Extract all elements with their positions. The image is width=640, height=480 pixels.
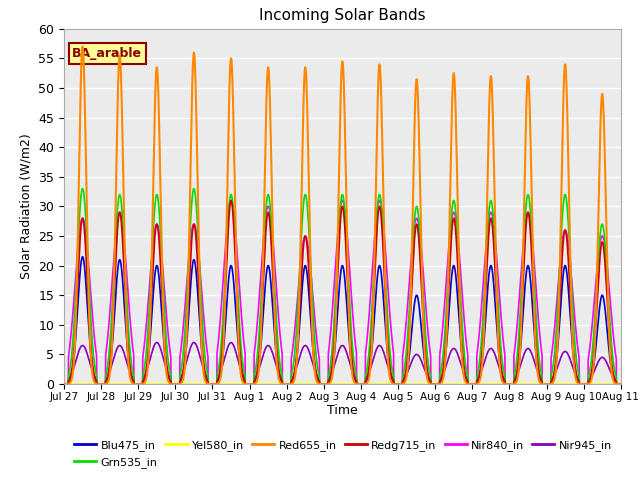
Redg715_in (119, 246, 127, 252)
Nir945_in (329, 368, 337, 373)
Line: Nir945_in: Nir945_in (64, 343, 621, 384)
Nir840_in (247, 381, 255, 387)
Line: Blu475_in: Blu475_in (64, 257, 621, 384)
Nir945_in (247, 381, 255, 387)
Yel580_in (617, 381, 625, 387)
Blu475_in (491, 292, 499, 298)
Grn535_in (127, 360, 135, 365)
Yel580_in (60, 381, 68, 387)
Nir945_in (127, 372, 135, 378)
Grn535_in (617, 381, 625, 387)
Nir945_in (153, 340, 161, 346)
Yel580_in (446, 381, 454, 387)
Yel580_in (119, 381, 127, 387)
Yel580_in (247, 381, 255, 387)
Redg715_in (247, 381, 255, 387)
Line: Redg715_in: Redg715_in (64, 201, 621, 384)
Blu475_in (119, 285, 127, 291)
Blu475_in (329, 365, 337, 371)
Red655_in (491, 189, 499, 195)
Grn535_in (329, 339, 337, 345)
Red655_in (247, 381, 255, 387)
Red655_in (127, 379, 135, 384)
Yel580_in (329, 381, 337, 387)
Nir945_in (446, 351, 454, 357)
Red655_in (60, 381, 68, 387)
Redg715_in (617, 381, 625, 387)
Grn535_in (446, 235, 454, 240)
Redg715_in (127, 371, 135, 377)
Line: Red655_in: Red655_in (64, 47, 621, 384)
Nir840_in (617, 381, 625, 387)
Legend: Blu475_in, Grn535_in, Yel580_in, Red655_in, Redg715_in, Nir840_in, Nir945_in: Blu475_in, Grn535_in, Yel580_in, Red655_… (70, 436, 616, 472)
Blu475_in (79, 254, 86, 260)
Redg715_in (491, 256, 499, 262)
Grn535_in (79, 186, 86, 192)
Red655_in (79, 44, 86, 49)
X-axis label: Time: Time (327, 405, 358, 418)
Blu475_in (247, 381, 255, 387)
Red655_in (119, 169, 127, 175)
Blu475_in (617, 381, 625, 387)
Nir840_in (491, 228, 499, 234)
Nir840_in (446, 230, 454, 236)
Redg715_in (60, 381, 68, 387)
Blu475_in (446, 293, 454, 299)
Nir840_in (329, 302, 337, 308)
Red655_in (329, 370, 337, 376)
Redg715_in (329, 357, 337, 363)
Nir840_in (227, 198, 235, 204)
Redg715_in (446, 258, 454, 264)
Nir840_in (119, 226, 127, 232)
Nir945_in (60, 381, 68, 387)
Red655_in (617, 381, 625, 387)
Blu475_in (60, 381, 68, 387)
Line: Grn535_in: Grn535_in (64, 189, 621, 384)
Grn535_in (247, 381, 255, 387)
Text: BA_arable: BA_arable (72, 47, 142, 60)
Nir945_in (119, 347, 127, 353)
Nir840_in (60, 381, 68, 387)
Nir945_in (617, 381, 625, 387)
Red655_in (446, 194, 454, 200)
Yel580_in (127, 381, 135, 387)
Grn535_in (119, 225, 127, 231)
Y-axis label: Solar Radiation (W/m2): Solar Radiation (W/m2) (20, 133, 33, 279)
Grn535_in (60, 381, 68, 387)
Title: Incoming Solar Bands: Incoming Solar Bands (259, 9, 426, 24)
Yel580_in (490, 381, 498, 387)
Grn535_in (491, 232, 499, 238)
Blu475_in (127, 374, 135, 380)
Line: Nir840_in: Nir840_in (64, 201, 621, 384)
Nir945_in (491, 350, 499, 356)
Redg715_in (227, 198, 235, 204)
Nir840_in (127, 329, 135, 335)
